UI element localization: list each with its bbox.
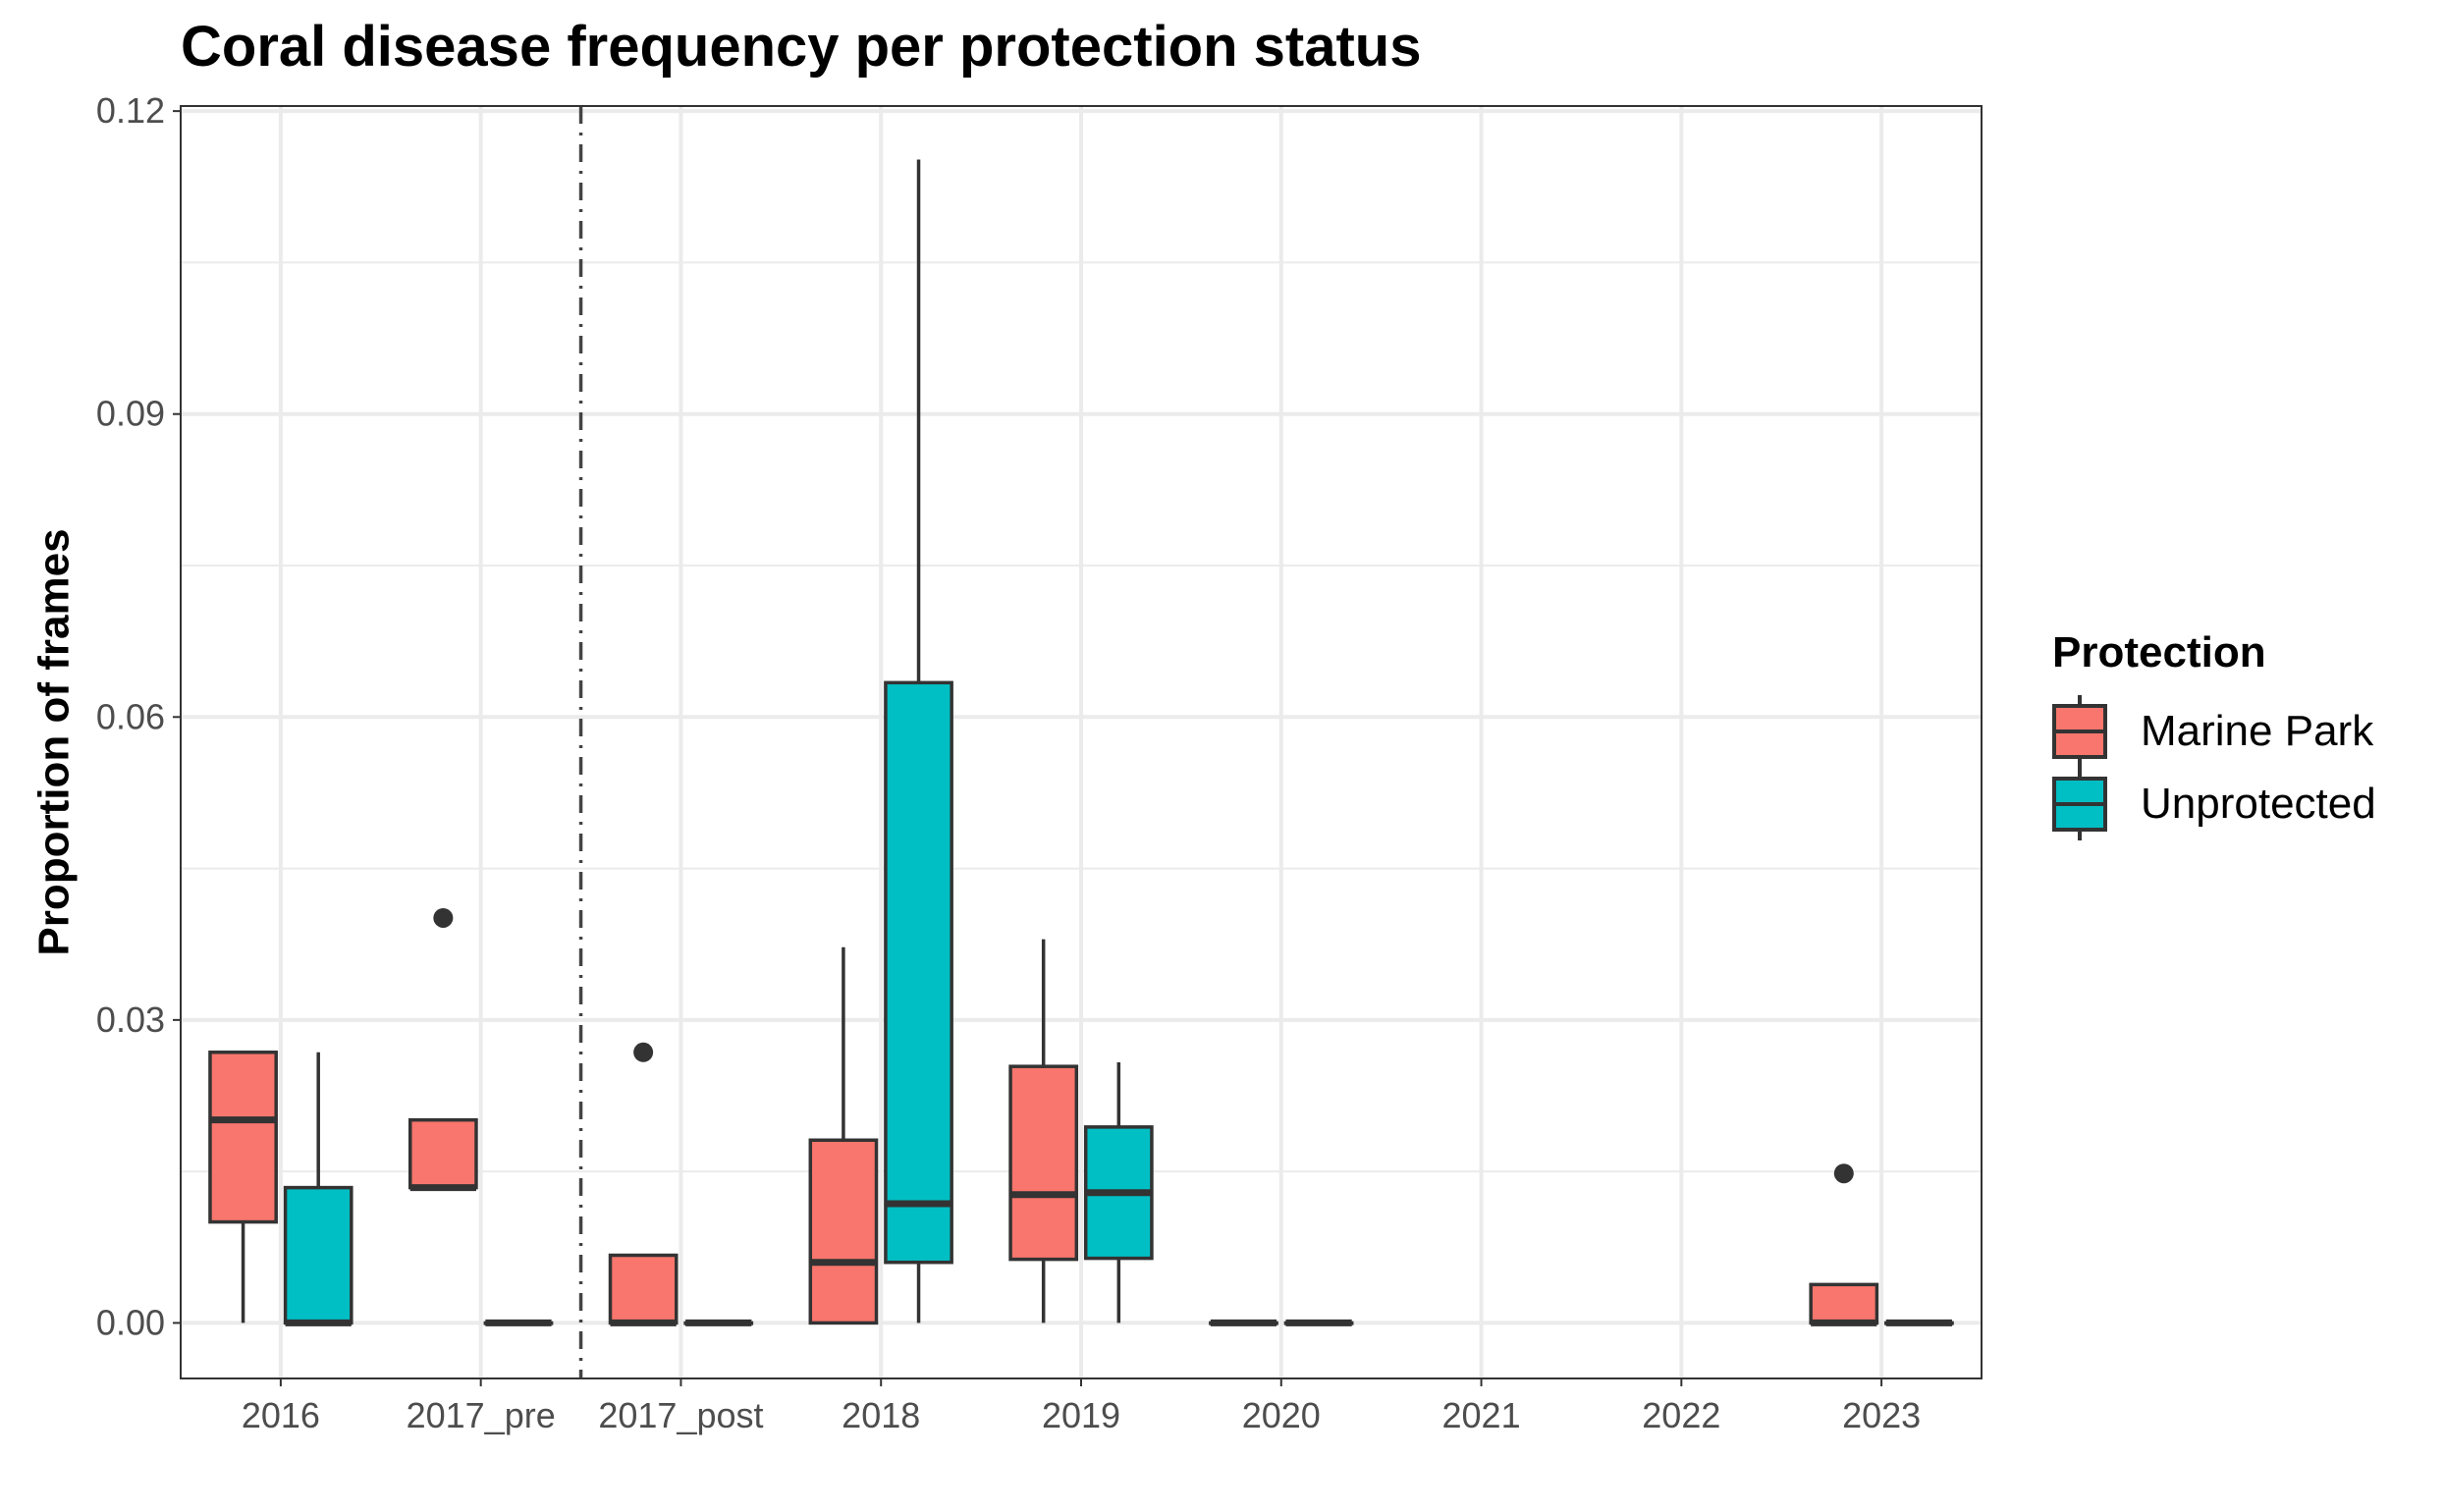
box-marine-park-2019 bbox=[1008, 939, 1079, 1323]
legend-item-unprotected: Unprotected bbox=[2052, 768, 2376, 840]
box-body bbox=[208, 1051, 278, 1224]
box-body bbox=[1008, 1064, 1079, 1262]
x-tick-label: 2020 bbox=[1242, 1395, 1321, 1435]
x-tick-label: 2018 bbox=[842, 1395, 920, 1435]
legend-label-marine-park: Marine Park bbox=[2141, 707, 2374, 755]
box-marine-park-2017_post bbox=[608, 1042, 679, 1326]
outlier-point bbox=[433, 907, 454, 928]
legend-label-unprotected: Unprotected bbox=[2141, 780, 2376, 828]
y-tick-label: 0.12 bbox=[96, 90, 165, 131]
box-body bbox=[1809, 1282, 1879, 1325]
axis-layer: 0.00 0.03 0.06 0.09 0.12 2016 2017_pre 2017_pos… bbox=[96, 90, 1921, 1435]
y-tick-label: 0.06 bbox=[96, 696, 165, 736]
legend-title: Protection bbox=[2052, 628, 2266, 676]
y-axis-title: Proportion of frames bbox=[29, 528, 78, 955]
chart-title: Coral disease frequency per protection s… bbox=[181, 15, 1422, 79]
box-unprotected-2019 bbox=[1083, 1062, 1154, 1323]
box-body bbox=[608, 1253, 679, 1325]
legend: Protection Marine Park Unprotected bbox=[2052, 628, 2376, 840]
legend-key-marine-park bbox=[2052, 695, 2107, 768]
box-marine-park-2023 bbox=[1809, 1163, 1879, 1326]
boxplot-layer bbox=[208, 159, 1954, 1326]
y-tick-label: 0.09 bbox=[96, 394, 165, 434]
box-body bbox=[408, 1117, 478, 1190]
box-body bbox=[808, 1138, 879, 1325]
outlier-point bbox=[633, 1042, 654, 1062]
x-tick-label: 2022 bbox=[1642, 1395, 1720, 1435]
legend-item-marine-park: Marine Park bbox=[2052, 695, 2376, 768]
box-marine-park-2017_pre bbox=[408, 907, 478, 1192]
box-unprotected-2018 bbox=[884, 159, 953, 1323]
box-marine-park-2016 bbox=[208, 1051, 278, 1323]
x-tick-label: 2017_pre bbox=[407, 1395, 556, 1435]
y-tick-label: 0.03 bbox=[96, 999, 165, 1040]
box-unprotected-2016 bbox=[283, 1052, 353, 1326]
legend-key-unprotected bbox=[2052, 768, 2107, 840]
box-body bbox=[884, 680, 953, 1265]
box-marine-park-2018 bbox=[808, 946, 879, 1325]
box-body bbox=[283, 1185, 353, 1325]
x-tick-label: 2019 bbox=[1042, 1395, 1120, 1435]
x-tick-label: 2023 bbox=[1842, 1395, 1921, 1435]
x-tick-label: 2016 bbox=[242, 1395, 320, 1435]
x-tick-label: 2021 bbox=[1442, 1395, 1521, 1435]
outlier-point bbox=[1833, 1163, 1854, 1184]
grid-layer bbox=[181, 106, 1982, 1378]
y-tick-label: 0.00 bbox=[96, 1302, 165, 1342]
x-tick-label: 2017_post bbox=[598, 1395, 763, 1435]
